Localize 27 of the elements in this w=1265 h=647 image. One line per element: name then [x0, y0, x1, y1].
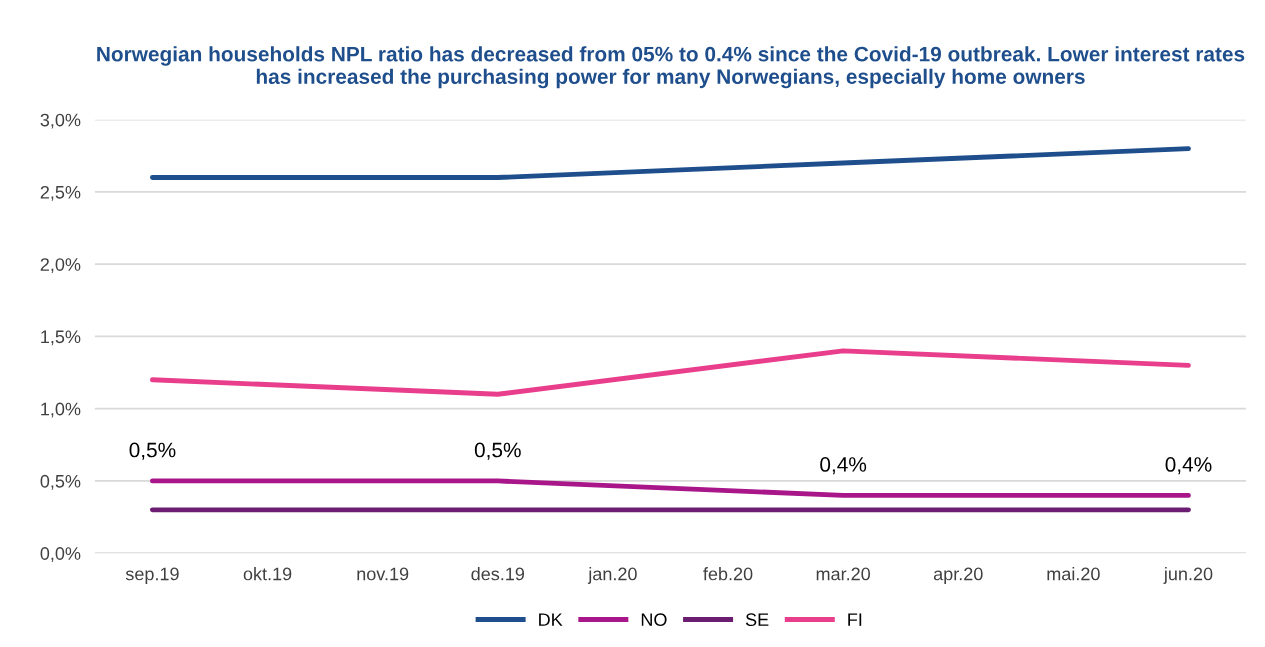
data-label: 0,4%: [820, 457, 867, 475]
legend-label: DK: [539, 613, 563, 626]
x-tick-label: mai.20: [1047, 567, 1100, 581]
data-label: 0,5%: [129, 442, 176, 460]
x-tick-label: apr.20: [933, 567, 983, 584]
legend-label: NO: [641, 613, 667, 627]
y-tick-label: 3,0%: [40, 113, 81, 129]
data-label: 0,4%: [1165, 457, 1212, 475]
x-tick-label: jun.20: [1163, 567, 1213, 584]
x-tick-label: nov.19: [357, 567, 409, 581]
x-tick-label: sep.19: [125, 567, 179, 584]
y-tick-label: 1,5%: [41, 330, 81, 346]
legend-label: FI: [848, 613, 862, 626]
chart-title: Norwegian households NPL ratio has decreased from 05% to 0.4% since the Covid-19 outbreak. Lower interest rates has increased the purchasing power for many Norwegians, especially home owners: [97, 46, 1245, 89]
data-label: 0,5%: [474, 442, 521, 460]
y-tick-label: 1,0%: [41, 402, 81, 418]
x-tick-label: jan.20: [587, 567, 637, 584]
y-tick-label: 2,5%: [40, 185, 81, 201]
line-series: [150, 348, 1191, 397]
y-tick-label: 2,0%: [40, 258, 81, 274]
x-tick-label: des.19: [471, 567, 525, 581]
legend-label: SE: [745, 613, 769, 627]
y-tick-label: 0,0%: [40, 547, 81, 563]
x-tick-label: feb.20: [703, 567, 753, 581]
y-tick-label: 0,5%: [40, 474, 81, 490]
x-tick-label: mar.20: [816, 567, 871, 581]
x-tick-label: okt.19: [243, 567, 292, 581]
